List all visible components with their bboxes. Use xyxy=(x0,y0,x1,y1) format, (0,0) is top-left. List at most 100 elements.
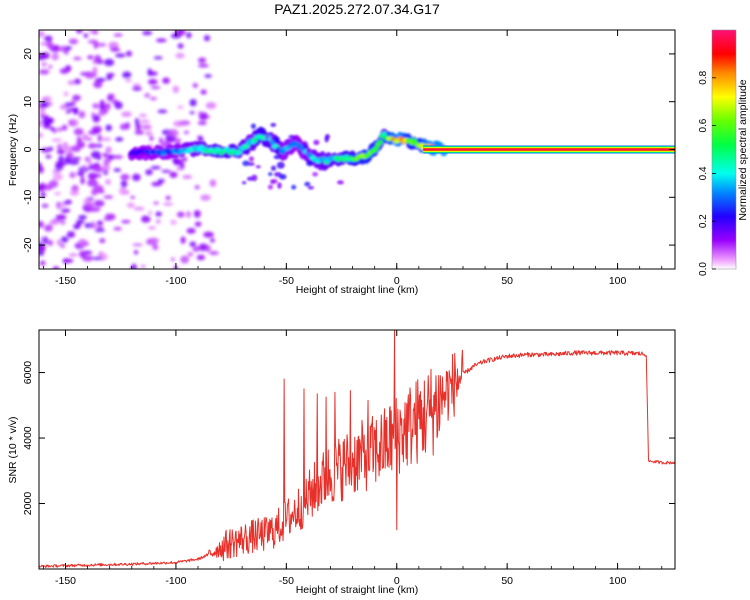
noise-blob xyxy=(162,77,170,84)
noise-blob xyxy=(92,256,103,260)
signal-band xyxy=(423,145,675,154)
noise-blob xyxy=(51,138,63,142)
noise-blob xyxy=(177,43,184,49)
noise-blob xyxy=(189,241,197,247)
noise-blob xyxy=(132,243,143,247)
noise-blob xyxy=(104,213,116,221)
noise-blob xyxy=(150,85,161,90)
y-tick-label: 2000 xyxy=(22,492,34,516)
noise-blob xyxy=(78,215,87,220)
noise-blob xyxy=(71,157,82,161)
noise-blob xyxy=(122,71,132,79)
noise-blob xyxy=(58,155,64,163)
x-tick-label: 100 xyxy=(609,575,627,587)
noise-blob xyxy=(68,160,80,165)
x-tick-label: 50 xyxy=(501,575,513,587)
noise-blob xyxy=(153,201,159,205)
noise-blob xyxy=(75,220,85,224)
x-tick-label: -150 xyxy=(55,275,76,287)
x-tick-label: 50 xyxy=(501,275,513,287)
ridge-scatter xyxy=(270,165,277,171)
ridge-scatter xyxy=(273,136,280,144)
noise-blob xyxy=(141,215,151,223)
noise-blob xyxy=(47,42,54,50)
noise-blob xyxy=(105,178,112,185)
noise-blob xyxy=(82,164,87,171)
noise-blob xyxy=(78,250,87,258)
spectrogram-x-axis: -150 -100 -50 0 50 100 xyxy=(43,30,663,287)
ridge-scatter xyxy=(279,173,287,180)
noise-blob xyxy=(60,220,66,225)
noise-blob xyxy=(92,114,101,123)
y-tick-label: 10 xyxy=(22,96,34,108)
noise-blob xyxy=(39,108,46,116)
noise-blob xyxy=(62,141,69,149)
ridge-scatter xyxy=(248,156,255,162)
colorbar-tick-label: 0.4 xyxy=(698,166,709,180)
noise-blob xyxy=(95,143,103,148)
noise-blob xyxy=(165,195,171,201)
noise-blob xyxy=(52,169,62,174)
ridge-scatter xyxy=(305,148,312,154)
noise-blob xyxy=(175,52,185,59)
noise-blob xyxy=(90,207,101,212)
noise-blob xyxy=(63,91,69,97)
noise-blob xyxy=(115,137,124,142)
noise-blob xyxy=(39,250,45,256)
y-tick-label: 6000 xyxy=(22,361,34,385)
ridge-scatter xyxy=(264,135,270,139)
noise-blob xyxy=(151,181,162,187)
noise-blob xyxy=(134,117,140,125)
noise-blob xyxy=(184,130,189,134)
noise-blob xyxy=(66,231,76,238)
noise-blob xyxy=(79,143,85,148)
noise-blob xyxy=(177,105,184,110)
noise-blob xyxy=(51,52,59,61)
noise-blob xyxy=(40,147,51,153)
noise-blob xyxy=(187,251,194,257)
noise-blob xyxy=(41,203,49,208)
noise-blob xyxy=(93,200,105,207)
noise-blob xyxy=(180,236,186,244)
ridge-scatter xyxy=(292,136,300,142)
noise-blob xyxy=(48,64,53,70)
x-tick-label: 0 xyxy=(394,275,400,287)
noise-blob xyxy=(145,169,153,176)
noise-blob xyxy=(69,172,76,179)
noise-blob xyxy=(200,89,207,95)
noise-blob xyxy=(145,130,153,136)
spectrogram-x-label: Height of straight line (km) xyxy=(296,284,419,296)
noise-blob xyxy=(102,152,109,158)
ridge-scatter xyxy=(288,134,295,139)
noise-blob xyxy=(147,210,153,216)
noise-blob xyxy=(140,264,146,269)
noise-blob xyxy=(39,246,45,252)
noise-blob xyxy=(186,32,192,39)
noise-blob xyxy=(205,102,217,110)
noise-blob xyxy=(100,137,112,142)
noise-blob xyxy=(209,251,219,255)
noise-blob xyxy=(167,129,179,138)
noise-blob xyxy=(39,222,44,229)
noise-blob xyxy=(120,180,128,188)
noise-blob xyxy=(194,221,202,227)
noise-blob xyxy=(76,136,82,143)
noise-blob xyxy=(48,220,59,226)
ridge-scatter xyxy=(273,155,282,160)
noise-blob xyxy=(39,188,46,192)
noise-blob xyxy=(209,179,217,187)
noise-blob xyxy=(198,111,203,115)
noise-blob xyxy=(93,73,98,77)
ridge-core xyxy=(251,137,258,143)
ridge-scatter xyxy=(248,133,255,139)
noise-blob xyxy=(65,110,72,114)
colorbar-tick-label: 0.2 xyxy=(698,214,709,228)
noise-blob xyxy=(120,174,130,181)
noise-blob xyxy=(39,119,43,128)
noise-blob xyxy=(78,110,86,119)
noise-blob xyxy=(39,30,46,38)
noise-blob xyxy=(170,219,177,225)
noise-blob xyxy=(84,156,91,162)
ridge-core xyxy=(236,149,243,155)
noise-blob xyxy=(82,133,89,141)
